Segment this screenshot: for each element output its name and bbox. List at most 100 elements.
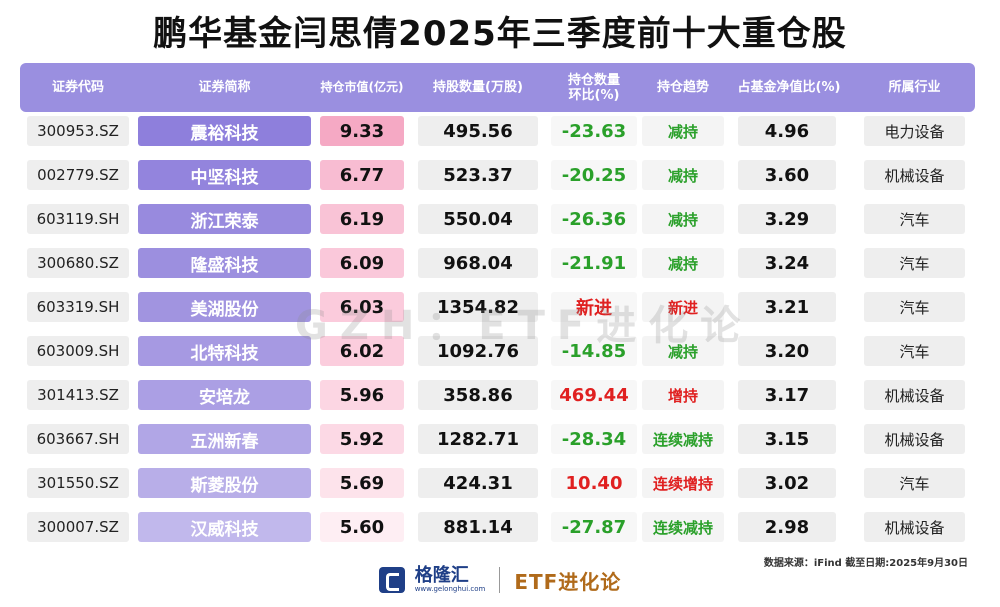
brand-name: 格隆汇 — [414, 565, 469, 586]
share-quantity: 1354.82 — [418, 292, 538, 322]
table-row: 301413.SZ 安培龙 5.96 358.86 469.44 增持 3.17 机械设备 — [0, 374, 1000, 418]
market-value: 5.96 — [320, 380, 404, 410]
stock-name: 安培龙 — [138, 380, 311, 410]
holding-trend: 减持 — [642, 248, 724, 278]
qoq-change: -21.91 — [551, 248, 637, 278]
stock-name: 浙江荣泰 — [138, 204, 311, 234]
share-quantity: 523.37 — [418, 160, 538, 190]
nav-ratio: 3.21 — [738, 292, 836, 322]
share-quantity: 495.56 — [418, 116, 538, 146]
table-row: 603009.SH 北特科技 6.02 1092.76 -14.85 减持 3.20 汽车 — [0, 330, 1000, 374]
industry: 汽车 — [864, 336, 965, 366]
nav-ratio: 3.17 — [738, 380, 836, 410]
stock-code: 300007.SZ — [27, 512, 129, 542]
table-row: 603119.SH 浙江荣泰 6.19 550.04 -26.36 减持 3.29 汽车 — [0, 198, 1000, 242]
footer-divider — [499, 567, 501, 593]
stock-name: 斯菱股份 — [138, 468, 311, 498]
header-nav-ratio: 占基金净值比(%) — [737, 80, 841, 95]
share-quantity: 358.86 — [418, 380, 538, 410]
nav-ratio: 3.60 — [738, 160, 836, 190]
holding-trend: 连续增持 — [642, 468, 724, 498]
table-row: 300953.SZ 震裕科技 9.33 495.56 -23.63 减持 4.96 电力设备 — [0, 110, 1000, 154]
market-value: 6.77 — [320, 160, 404, 190]
table-row: 301550.SZ 斯菱股份 5.69 424.31 10.40 连续增持 3.02 汽车 — [0, 462, 1000, 506]
stock-name: 北特科技 — [138, 336, 311, 366]
market-value: 6.09 — [320, 248, 404, 278]
stock-code: 300680.SZ — [27, 248, 129, 278]
qoq-change: 469.44 — [551, 380, 637, 410]
nav-ratio: 3.15 — [738, 424, 836, 454]
share-quantity: 550.04 — [418, 204, 538, 234]
gelonghui-logo-icon — [378, 567, 405, 593]
holding-trend: 减持 — [642, 204, 724, 234]
industry: 机械设备 — [864, 160, 965, 190]
nav-ratio: 3.02 — [738, 468, 836, 498]
market-value: 5.92 — [320, 424, 404, 454]
footer: 格隆汇 www.gelonghui.com ETF进化论 — [0, 562, 1000, 598]
holding-trend: 连续减持 — [642, 512, 724, 542]
header-quantity: 持股数量(万股) — [433, 80, 523, 95]
nav-ratio: 3.29 — [738, 204, 836, 234]
holding-trend: 连续减持 — [642, 424, 724, 454]
header-name: 证券简称 — [198, 80, 251, 95]
holding-trend: 增持 — [642, 380, 724, 410]
stock-code: 603009.SH — [27, 336, 129, 366]
header-qoq-change: 持仓数量 环比(%) — [567, 72, 620, 103]
share-quantity: 881.14 — [418, 512, 538, 542]
stock-code: 603119.SH — [27, 204, 129, 234]
stock-code: 002779.SZ — [27, 160, 129, 190]
stock-name: 美湖股份 — [138, 292, 311, 322]
industry: 汽车 — [864, 292, 965, 322]
brand-url: www.gelonghui.com — [414, 585, 486, 593]
qoq-change: -23.63 — [551, 116, 637, 146]
market-value: 6.19 — [320, 204, 404, 234]
share-quantity: 1282.71 — [418, 424, 538, 454]
qoq-change: -27.87 — [551, 512, 637, 542]
nav-ratio: 3.24 — [738, 248, 836, 278]
qoq-change: 新进 — [551, 292, 637, 322]
market-value: 5.60 — [320, 512, 404, 542]
table-row: 300007.SZ 汉威科技 5.60 881.14 -27.87 连续减持 2.98 机械设… — [0, 506, 1000, 550]
holding-trend: 减持 — [642, 160, 724, 190]
industry: 汽车 — [864, 248, 965, 278]
stock-code: 301413.SZ — [27, 380, 129, 410]
market-value: 6.03 — [320, 292, 404, 322]
industry: 机械设备 — [864, 512, 965, 542]
stock-name: 五洲新春 — [138, 424, 311, 454]
header-trend: 持仓趋势 — [656, 80, 709, 95]
header-industry: 所属行业 — [888, 80, 941, 95]
industry: 电力设备 — [864, 116, 965, 146]
stock-code: 300953.SZ — [27, 116, 129, 146]
share-quantity: 968.04 — [418, 248, 538, 278]
table-row: 603319.SH 美湖股份 6.03 1354.82 新进 新进 3.21 汽车 — [0, 286, 1000, 330]
table-row: 300680.SZ 隆盛科技 6.09 968.04 -21.91 减持 3.24 汽车 — [0, 242, 1000, 286]
share-quantity: 1092.76 — [418, 336, 538, 366]
nav-ratio: 3.20 — [738, 336, 836, 366]
industry: 汽车 — [864, 468, 965, 498]
header-market-value: 持仓市值(亿元) — [320, 80, 404, 94]
stock-name: 中坚科技 — [138, 160, 311, 190]
qoq-change: -14.85 — [551, 336, 637, 366]
header-code: 证券代码 — [51, 80, 104, 95]
table-row: 603667.SH 五洲新春 5.92 1282.71 -28.34 连续减持 3.15 机械… — [0, 418, 1000, 462]
industry: 机械设备 — [864, 380, 965, 410]
stock-code: 603319.SH — [27, 292, 129, 322]
stock-name: 汉威科技 — [138, 512, 311, 542]
share-quantity: 424.31 — [418, 468, 538, 498]
nav-ratio: 2.98 — [738, 512, 836, 542]
nav-ratio: 4.96 — [738, 116, 836, 146]
industry: 汽车 — [864, 204, 965, 234]
stock-code: 301550.SZ — [27, 468, 129, 498]
qoq-change: 10.40 — [551, 468, 637, 498]
watermark: GZH：ETF进化论 — [295, 303, 753, 349]
stock-name: 震裕科技 — [138, 116, 311, 146]
holding-trend: 减持 — [642, 336, 724, 366]
page-title: 鹏华基金闫思倩2025年三季度前十大重仓股 — [153, 14, 847, 54]
stock-name: 隆盛科技 — [138, 248, 311, 278]
data-source-note: 数据来源：iFind 截至日期:2025年9月30日 — [763, 558, 968, 569]
qoq-change: -20.25 — [551, 160, 637, 190]
etf-brand: ETF进化论 — [514, 569, 622, 594]
table-row: 002779.SZ 中坚科技 6.77 523.37 -20.25 减持 3.60 机械设备 — [0, 154, 1000, 198]
stock-code: 603667.SH — [27, 424, 129, 454]
industry: 机械设备 — [864, 424, 965, 454]
